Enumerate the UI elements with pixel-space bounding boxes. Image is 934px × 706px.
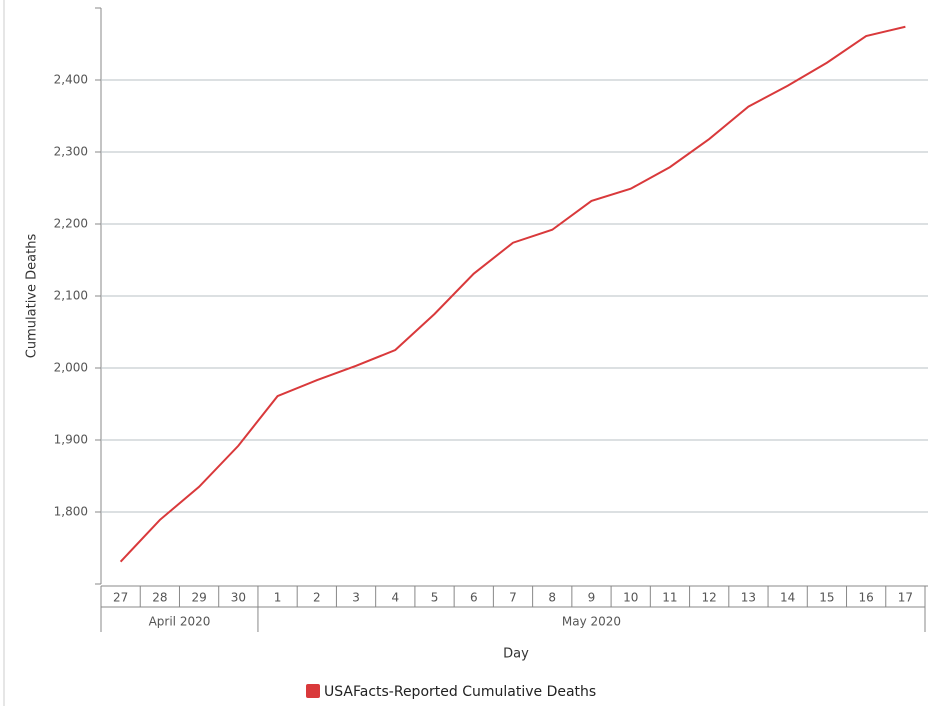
x-tick-label: 4 (391, 591, 399, 605)
y-tick-label: 2,200 (54, 217, 88, 231)
y-tick-label: 2,000 (54, 361, 88, 375)
x-tick-label: 6 (470, 591, 478, 605)
group-label: April 2020 (149, 615, 211, 629)
legend-swatch (306, 684, 320, 698)
x-tick-label: 10 (623, 591, 638, 605)
x-tick-label: 27 (113, 591, 128, 605)
x-tick-label: 28 (152, 591, 167, 605)
legend-label: USAFacts-Reported Cumulative Deaths (324, 684, 596, 700)
y-axis-label: Cumulative Deaths (25, 234, 40, 359)
group-label: May 2020 (562, 615, 621, 629)
x-tick-label: 17 (898, 591, 913, 605)
x-tick-label: 5 (431, 591, 439, 605)
y-tick-label: 2,400 (54, 73, 88, 87)
y-tick-label: 1,800 (54, 505, 88, 519)
x-tick-label: 14 (780, 591, 795, 605)
x-tick-label: 16 (859, 591, 874, 605)
x-tick-label: 15 (819, 591, 834, 605)
x-tick-label: 30 (231, 591, 246, 605)
y-tick-label: 2,100 (54, 289, 88, 303)
x-tick-label: 11 (662, 591, 677, 605)
x-tick-label: 12 (702, 591, 717, 605)
y-tick-label: 2,300 (54, 145, 88, 159)
x-tick-label: 3 (352, 591, 360, 605)
x-tick-label: 7 (509, 591, 517, 605)
y-tick-label: 1,900 (54, 433, 88, 447)
x-axis-label: Day (503, 647, 529, 662)
line-series (119, 25, 906, 563)
x-tick-label: 29 (191, 591, 206, 605)
x-tick-label: 13 (741, 591, 756, 605)
x-tick-label: 1 (274, 591, 282, 605)
x-tick-label: 2 (313, 591, 321, 605)
x-tick-label: 8 (548, 591, 556, 605)
x-tick-label: 9 (588, 591, 596, 605)
